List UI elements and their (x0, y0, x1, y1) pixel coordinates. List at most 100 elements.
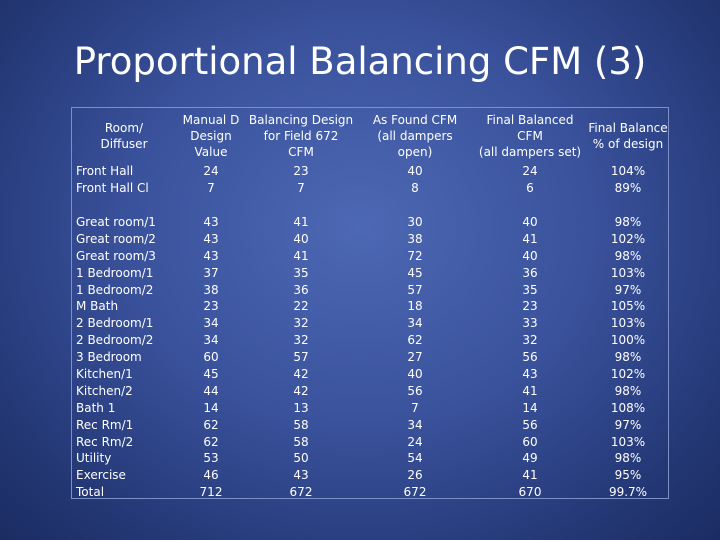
table-cell: 98% (614, 383, 642, 398)
table-cell: 23 (203, 299, 219, 314)
header-label: Room/ Diffuser (100, 120, 148, 151)
table-cell: 34 (407, 316, 423, 331)
row-label: 2 Bedroom/2 (76, 333, 154, 348)
column-header: Balancing Design for Field 672 CFM (246, 108, 356, 163)
group-rooms: 40 41 40 36 35 23 33 32 56 43 41 14 56 60 49 41 670 (474, 214, 586, 501)
row-label: Great room/1 (76, 215, 156, 229)
table-cell: 41 (522, 468, 538, 483)
table-cell: 36 (522, 265, 538, 280)
group-front-hall: 104% 89% (586, 163, 670, 197)
table-cell: 104% (610, 164, 646, 178)
table-cell: 108% (610, 400, 646, 415)
group-rooms: 30 38 72 45 57 18 34 62 27 40 56 7 34 24 54 26 672 (356, 214, 474, 501)
table-cell: 35 (293, 265, 309, 280)
table-cell: 44 (203, 383, 219, 398)
row-label: 1 Bedroom/2 (76, 282, 154, 297)
table-cell: 22 (293, 299, 309, 314)
table-cell: 672 (289, 485, 313, 500)
table-cell: 103% (610, 316, 646, 331)
table-cell: 62 (203, 434, 219, 449)
table-cell: 43 (203, 248, 219, 263)
row-label: Great room/2 (76, 231, 156, 246)
table-cell: 100% (610, 333, 646, 348)
column-header: Final Balanced CFM (all dampers set) (474, 108, 586, 163)
header-label: Final Balanced CFM (all dampers set) (478, 112, 582, 159)
table-cell: 98% (614, 350, 642, 365)
table-cell: 712 (199, 485, 223, 500)
slide-title: Proportional Balancing CFM (3) (73, 40, 647, 83)
group-front-hall: 23 7 (246, 163, 356, 197)
table-cell: 41 (293, 215, 309, 229)
row-label: Kitchen/1 (76, 367, 133, 382)
table-cell: 40 (293, 231, 309, 246)
row-label: Rec Rm/2 (76, 434, 134, 449)
table-cell: 670 (518, 485, 542, 500)
table-cell: 38 (407, 231, 423, 246)
table-cell: 43 (522, 367, 538, 382)
table-cell: 7 (207, 180, 215, 195)
table-cell: 36 (293, 282, 309, 297)
table-cell: 45 (203, 367, 219, 382)
table-cell: 33 (522, 316, 538, 331)
table-cell: 24 (522, 164, 538, 178)
table-cell: 40 (407, 367, 423, 382)
table-cell: 103% (610, 434, 646, 449)
row-label: 2 Bedroom/1 (76, 316, 154, 331)
group-front-hall: 24 7 (176, 163, 246, 197)
table-cell: 97% (614, 417, 642, 432)
column-header: Final Balance % of design (586, 108, 670, 163)
table-cell: 672 (403, 485, 427, 500)
column-header: As Found CFM (all dampers open) (356, 108, 474, 163)
table-cell: 23 (522, 299, 538, 314)
table-cell: 43 (293, 468, 309, 483)
row-label: Exercise (76, 468, 126, 483)
table-cell: 13 (293, 400, 309, 415)
table-cell: 56 (522, 417, 538, 432)
table-cell: 32 (293, 316, 309, 331)
table-cell: 30 (407, 215, 423, 229)
row-label: Bath 1 (76, 400, 116, 415)
table-cell: 95% (614, 468, 642, 483)
table-cell: 34 (407, 417, 423, 432)
row-label: 3 Bedroom (76, 350, 142, 365)
table-cell: 46 (203, 468, 219, 483)
table-cell: 43 (203, 231, 219, 246)
group-front-hall: 40 8 (356, 163, 474, 197)
group-front-hall: 24 6 (474, 163, 586, 197)
table-cell: 42 (293, 383, 309, 398)
table-cell: 8 (411, 180, 419, 195)
table-cell: 98% (614, 215, 642, 229)
table-cell: 34 (203, 316, 219, 331)
table-cell: 62 (203, 417, 219, 432)
table-cell: 38 (203, 282, 219, 297)
table-cell: 45 (407, 265, 423, 280)
table-cell: 7 (411, 400, 419, 415)
table-cell: 60 (203, 350, 219, 365)
group-rooms: 98% 102% 98% 103% 97% 105% 103% 100% 98% 102% 98% 1… (586, 214, 670, 501)
group-rooms: 43 43 43 37 38 23 34 34 60 45 44 14 62 62 53 46 712 (176, 214, 246, 501)
table-cell: 18 (407, 299, 423, 314)
table-cell: 62 (407, 333, 423, 348)
table-cell: 40 (522, 215, 538, 229)
table-cell: 14 (203, 400, 219, 415)
group-front-hall: Front Hall Front Hall Cl (72, 163, 176, 197)
group-rooms: 41 40 41 35 36 22 32 32 57 42 42 13 58 58 50 43 672 (246, 214, 356, 501)
table-cell: 56 (407, 383, 423, 398)
table-cell: 14 (522, 400, 538, 415)
table-cell: 41 (522, 231, 538, 246)
column-header: Room/ Diffuser (72, 108, 176, 163)
table-cell: 50 (293, 451, 309, 466)
row-label: Front Hall Cl (76, 180, 149, 195)
table-cell: 103% (610, 265, 646, 280)
table-cell: 54 (407, 451, 423, 466)
table-cell: 98% (614, 248, 642, 263)
table-cell: 57 (407, 282, 423, 297)
table-cell: 40 (407, 164, 423, 178)
table-cell: 41 (522, 383, 538, 398)
table-cell: 32 (293, 333, 309, 348)
table-cell: 60 (522, 434, 538, 449)
table-cell: 32 (522, 333, 538, 348)
table-cell: 34 (203, 333, 219, 348)
table-cell: 26 (407, 468, 423, 483)
group-rooms: Great room/1 Great room/2 Great room/3 1 Be… (72, 214, 176, 501)
